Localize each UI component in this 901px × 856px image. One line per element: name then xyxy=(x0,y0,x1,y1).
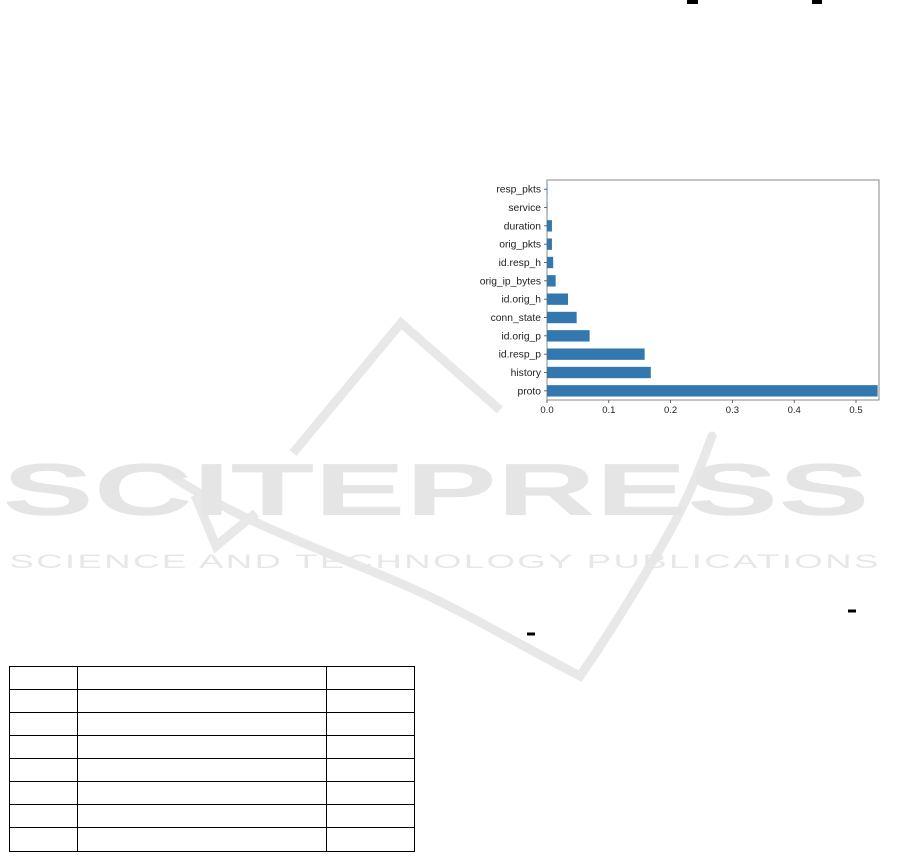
svg-text:SCITEPRESS: SCITEPRESS xyxy=(2,448,869,531)
svg-text:SCIENCE AND TECHNOLOGY PUBLICA: SCIENCE AND TECHNOLOGY PUBLICATIONS xyxy=(9,552,880,573)
